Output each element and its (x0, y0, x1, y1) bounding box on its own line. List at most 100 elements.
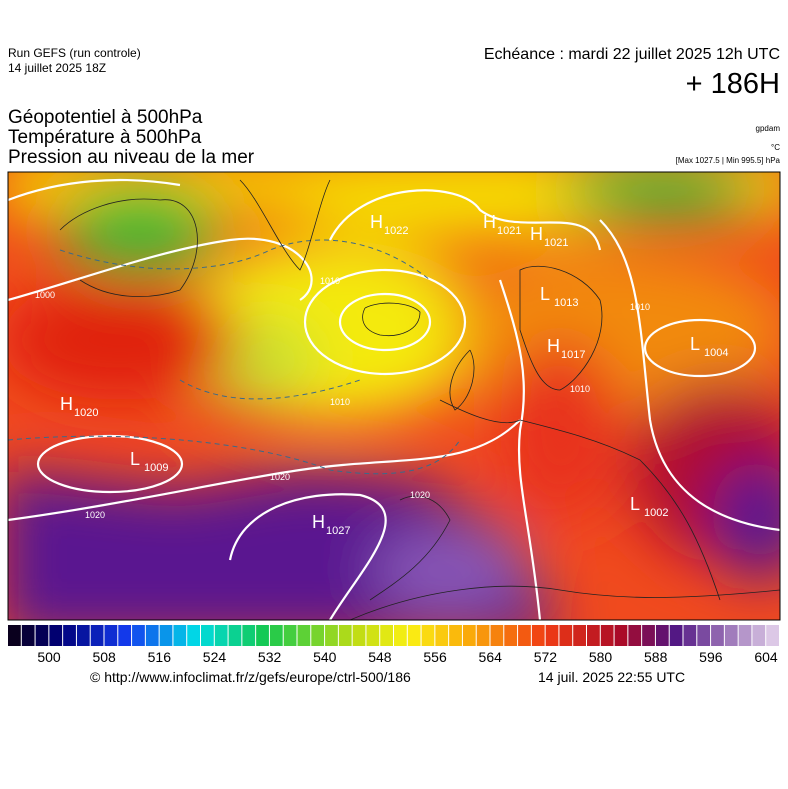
center-letter: H (530, 224, 543, 244)
colorbar-swatch (256, 625, 269, 646)
colorbar-swatch (352, 625, 366, 646)
colorbar-swatch (724, 625, 738, 646)
colorbar-swatch (104, 625, 118, 646)
colorbar-swatch (366, 625, 380, 646)
valid-time: Echéance : mardi 22 juillet 2025 12h UTC (483, 46, 780, 63)
colorbar-swatch (655, 625, 669, 646)
colorbar-tick-label: 588 (644, 649, 668, 665)
colorbar-swatch (228, 625, 242, 646)
colorbar-swatch (587, 625, 600, 646)
isobar-label: 1010 (630, 302, 650, 312)
center-letter: H (370, 212, 383, 232)
title: Température à 500hPa (8, 127, 202, 148)
center-letter: H (483, 212, 496, 232)
colorbar-swatch (63, 625, 76, 646)
colorbar-swatch (504, 625, 518, 646)
colorbar-swatch (490, 625, 504, 646)
colorbar-swatch (187, 625, 200, 646)
colorbar-tick-label: 572 (534, 649, 558, 665)
lead-time: + 186H (685, 68, 780, 100)
colorbar-swatch (90, 625, 104, 646)
center-letter: H (312, 512, 325, 532)
center-value: 1004 (704, 347, 728, 359)
colorbar-swatch (297, 625, 311, 646)
colorbar-swatch (76, 625, 90, 646)
isobar-label: 1010 (320, 276, 340, 286)
colorbar-swatch (545, 625, 559, 646)
isobar-label: 1010 (570, 384, 590, 394)
colorbar-swatch (201, 625, 214, 646)
colorbar-tick-label: 500 (37, 649, 61, 665)
colorbar-swatch (311, 625, 325, 646)
center-value: 1009 (144, 462, 168, 474)
colorbar-tick-label: 580 (589, 649, 613, 665)
colorbar-swatch (49, 625, 63, 646)
colorbar-swatch (21, 625, 35, 646)
colorbar-tick-label: 596 (699, 649, 723, 665)
colorbar-tick-label: 564 (479, 649, 503, 665)
colorbar-swatch (132, 625, 145, 646)
colorbar-swatch (449, 625, 462, 646)
colorbar-swatch (338, 625, 352, 646)
title: Pression au niveau de la mer (8, 147, 255, 168)
colorbar-swatch (145, 625, 159, 646)
colorbar-swatch (269, 625, 283, 646)
colorbar-swatch (614, 625, 628, 646)
center-value: 1027 (326, 525, 350, 537)
colorbar-swatch (8, 625, 21, 646)
colorbar-swatch (407, 625, 421, 646)
unit: gpdam (755, 124, 780, 133)
colorbar-swatch (628, 625, 642, 646)
unit: [Max 1027.5 | Min 995.5] hPa (675, 156, 780, 165)
colorbar-swatch (518, 625, 531, 646)
colorbar-tick-label: 524 (203, 649, 227, 665)
center-letter: L (630, 494, 640, 514)
colorbar-tick-label: 516 (148, 649, 172, 665)
colorbar-tick-label: 540 (313, 649, 337, 665)
colorbar-tick-label: 548 (368, 649, 392, 665)
colorbar-swatch (394, 625, 407, 646)
colorbar-swatch (214, 625, 228, 646)
colorbar-swatch (462, 625, 476, 646)
colorbar-swatch (242, 625, 256, 646)
colorbar-swatch (573, 625, 586, 646)
colorbar-swatch (752, 625, 766, 646)
colorbar-swatch (738, 625, 752, 646)
center-letter: H (60, 394, 73, 414)
isobar-label: 1000 (35, 290, 55, 300)
center-value: 1022 (384, 225, 408, 237)
colorbar-swatch (173, 625, 187, 646)
colorbar-swatch (421, 625, 435, 646)
isobar-label: 1020 (270, 472, 290, 482)
colorbar-swatch (283, 625, 297, 646)
isobar-label: 1020 (85, 510, 105, 520)
center-letter: H (547, 336, 560, 356)
center-letter: L (540, 284, 550, 304)
colorbar-swatch (697, 625, 711, 646)
colorbar-swatch (531, 625, 545, 646)
center-value: 1021 (497, 225, 521, 237)
footer-source: © http://www.infoclimat.fr/z/gefs/europe… (90, 669, 411, 685)
center-letter: L (690, 334, 700, 354)
colorbar-tick-label: 532 (258, 649, 282, 665)
colorbar-tick-label: 508 (92, 649, 116, 665)
colorbar-tick-label: 556 (423, 649, 447, 665)
colorbar-swatch (683, 625, 697, 646)
colorbar-swatch (159, 625, 173, 646)
colorbar-swatch (642, 625, 655, 646)
center-value: 1017 (561, 349, 585, 361)
center-value: 1002 (644, 507, 668, 519)
run-label: Run GEFS (run controle) (8, 46, 141, 60)
footer-time: 14 juil. 2025 22:55 UTC (538, 669, 686, 685)
center-value: 1021 (544, 237, 568, 249)
colorbar-swatch (35, 625, 49, 646)
center-value: 1013 (554, 297, 578, 309)
colorbar-swatch (600, 625, 614, 646)
colorbar-swatch (559, 625, 573, 646)
colorbar-swatch (435, 625, 449, 646)
center-letter: L (130, 449, 140, 469)
colorbar-swatch (476, 625, 490, 646)
